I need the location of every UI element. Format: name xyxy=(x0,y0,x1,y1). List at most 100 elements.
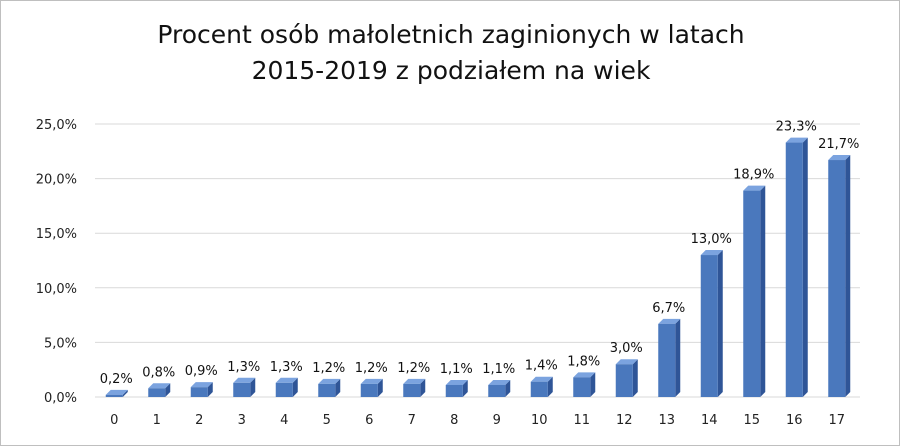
bar-top xyxy=(828,155,851,161)
x-tick-label: 6 xyxy=(365,413,373,428)
bar-side xyxy=(207,382,213,397)
data-label: 0,8% xyxy=(142,365,175,380)
chart-title-line-1: Procent osób małoletnich zaginionych w l… xyxy=(157,20,745,49)
x-tick-label: 14 xyxy=(701,413,718,428)
bar-front xyxy=(700,255,718,397)
bar xyxy=(488,379,511,397)
data-label: 0,2% xyxy=(100,372,133,387)
x-tick-label: 7 xyxy=(408,413,416,428)
bar-front xyxy=(828,160,846,397)
bar-side xyxy=(760,185,766,397)
chart-title-line-2: 2015-2019 z podziałem na wiek xyxy=(251,56,651,85)
x-tick-label: 5 xyxy=(323,413,331,428)
bar xyxy=(190,382,213,397)
x-tick-label: 17 xyxy=(828,413,845,428)
x-tick-label: 1 xyxy=(153,413,161,428)
bar-top xyxy=(615,359,638,365)
y-tick-label: 20,0% xyxy=(36,173,77,188)
bar-top xyxy=(573,372,596,378)
y-tick-label: 25,0% xyxy=(36,118,77,133)
bar xyxy=(105,389,128,397)
bar-side xyxy=(717,250,723,397)
bar-top xyxy=(318,378,341,384)
bar-side xyxy=(335,378,341,397)
x-tick-label: 8 xyxy=(450,413,458,428)
bar-top xyxy=(530,376,553,382)
x-tick-label: 4 xyxy=(280,413,288,428)
bar-side xyxy=(632,359,638,397)
data-label: 1,8% xyxy=(567,354,600,369)
data-label: 1,2% xyxy=(312,361,345,376)
bar-front xyxy=(318,383,336,397)
x-tick-label: 9 xyxy=(493,413,501,428)
bar-side xyxy=(845,155,851,397)
bar xyxy=(785,137,808,397)
x-tick-label: 11 xyxy=(573,413,590,428)
bar-top xyxy=(105,389,128,395)
bar-side xyxy=(377,378,383,397)
data-label: 23,3% xyxy=(776,120,817,135)
data-label: 6,7% xyxy=(652,301,685,316)
x-tick-label: 3 xyxy=(238,413,246,428)
bar xyxy=(658,318,681,397)
bar xyxy=(828,155,851,397)
x-tick-label: 2 xyxy=(195,413,203,428)
y-axis-tick-labels: 0,0% 5,0% 10,0% 15,0% 20,0% 25,0% xyxy=(36,118,77,406)
bar xyxy=(700,250,723,397)
y-tick-label: 5,0% xyxy=(44,336,77,351)
x-axis-tick-labels: 0 1 2 3 4 5 6 7 8 9 10 11 12 13 14 15 16 17 xyxy=(110,413,845,428)
bar xyxy=(573,372,596,397)
bar-top xyxy=(445,379,468,385)
bar-side xyxy=(590,372,596,397)
bar-front xyxy=(403,383,421,397)
bar-front xyxy=(190,387,208,397)
bar-front xyxy=(743,190,761,397)
bar-side xyxy=(420,378,426,397)
bar-top xyxy=(403,378,426,384)
bar-side xyxy=(122,389,128,397)
bar-side xyxy=(547,376,553,397)
bar-top xyxy=(700,250,723,256)
bar-top xyxy=(233,377,256,383)
bar xyxy=(360,378,383,397)
x-tick-label: 0 xyxy=(110,413,118,428)
bar-front xyxy=(445,384,463,397)
bar-front xyxy=(488,384,506,397)
bar xyxy=(318,378,341,397)
bar-side xyxy=(250,377,256,397)
bar xyxy=(148,383,171,397)
x-tick-label: 12 xyxy=(616,413,633,428)
bar-front xyxy=(233,382,251,397)
bar-side xyxy=(675,318,681,397)
bar-top xyxy=(488,379,511,385)
data-labels: 0,2% 0,8% 0,9% 1,3% 1,3% 1,2% 1,2% 1,2% 1,1% 1,1%… xyxy=(100,120,860,387)
data-label: 1,4% xyxy=(525,359,558,374)
bar-top xyxy=(785,137,808,143)
bar xyxy=(233,377,256,397)
bar-front xyxy=(105,394,123,397)
x-tick-label: 13 xyxy=(658,413,675,428)
bar-top xyxy=(275,377,298,383)
bar-top xyxy=(743,185,766,191)
y-tick-label: 0,0% xyxy=(44,391,77,406)
y-tick-label: 15,0% xyxy=(36,227,77,242)
data-label: 13,0% xyxy=(691,232,732,247)
x-tick-label: 15 xyxy=(743,413,760,428)
bar xyxy=(403,378,426,397)
data-label: 1,3% xyxy=(227,360,260,375)
bar-top xyxy=(658,318,681,324)
bar-front xyxy=(615,364,633,397)
data-label: 1,2% xyxy=(355,361,388,376)
bar-front xyxy=(573,377,591,397)
data-label: 0,9% xyxy=(185,364,218,379)
bar-front xyxy=(275,382,293,397)
x-tick-label: 16 xyxy=(786,413,803,428)
bar-front xyxy=(148,388,166,397)
bar xyxy=(275,377,298,397)
bar xyxy=(615,359,638,397)
gridlines xyxy=(95,123,860,398)
data-label: 1,1% xyxy=(440,362,473,377)
bar-side xyxy=(802,137,808,397)
data-label: 1,3% xyxy=(270,360,303,375)
